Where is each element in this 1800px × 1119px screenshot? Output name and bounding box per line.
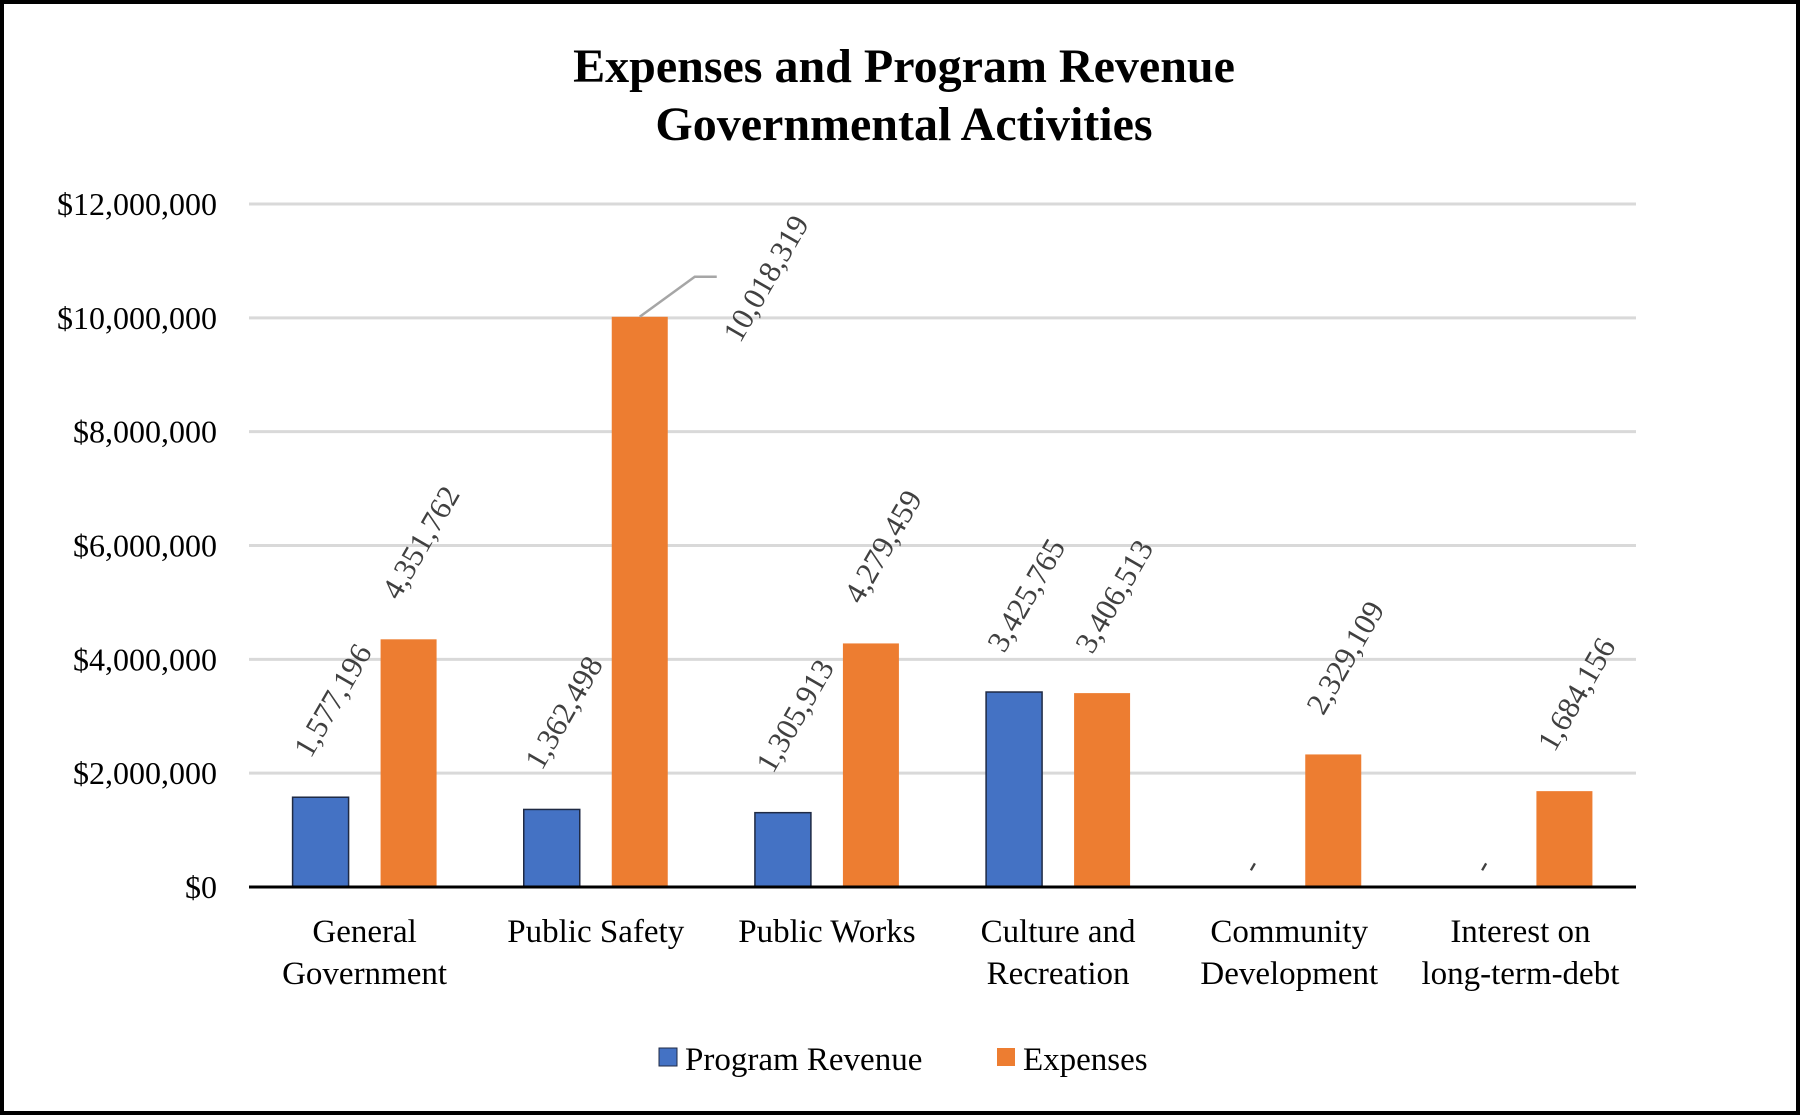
y-axis-ticks: $0 $2,000,000 $4,000,000 $6,000,000 $8,000,0… [57,186,217,905]
gridlines [249,202,1636,775]
x-category-label: Public Works [738,914,915,950]
expenses-bar [1305,754,1362,887]
program-revenue-bar [291,796,350,888]
expenses-bar [842,643,899,887]
data-labels: 1,577,196 1,362,498 1,305,913 3,425,765 - - 4,… [286,209,1622,878]
x-category-label: Culture and [981,914,1136,950]
chart-title-line-2: Governmental Activities [655,98,1152,151]
program-revenue-bar [985,691,1043,888]
expenses-legend-swatch [997,1048,1015,1066]
expenses-bar [611,316,668,888]
program-revenue-bar [523,808,581,888]
x-category-label: General [312,914,416,950]
x-category-label: Recreation [987,956,1130,992]
chart-svg: Expenses and Program RevenueGovernmental… [57,40,1636,1078]
expenses-data-label: 2,329,109 [1299,595,1391,720]
x-category-label: long-term-debt [1421,956,1619,992]
legend: Program Revenue Expenses [658,1042,1148,1078]
program-revenue-data-label: - [1232,852,1267,878]
program-revenue-bar [754,811,812,888]
program-revenue-data-label: 1,577,196 [286,638,378,763]
expenses-bar [1536,791,1593,887]
category-labels: General Government Public Safety Public Wor… [282,914,1619,992]
program-revenue-data-label: 1,362,498 [518,650,610,775]
expenses-data-label: 1,684,156 [1530,632,1622,757]
y-tick-label: $2,000,000 [73,755,217,791]
y-tick-label: $4,000,000 [73,641,217,677]
bars [291,316,1593,888]
y-tick-label: $0 [185,869,217,905]
expenses-bar [380,639,437,887]
chart-title: Expenses and Program RevenueGovernmental… [573,40,1235,151]
x-category-label: Development [1200,956,1378,992]
program-revenue-legend-label: Program Revenue [685,1042,922,1078]
y-tick-label: $10,000,000 [57,300,217,336]
expenses-bar [1074,693,1131,887]
expenses-data-label: 4,351,762 [374,480,466,605]
y-tick-label: $6,000,000 [73,528,217,564]
x-category-label: Interest on [1450,914,1590,950]
y-tick-label: $12,000,000 [57,186,217,222]
chart-title-line-1: Expenses and Program Revenue [573,40,1235,93]
x-category-label: Community [1210,914,1368,950]
expenses-data-label: 3,406,513 [1068,534,1160,659]
x-category-label: Public Safety [507,914,684,950]
expenses-legend-label: Expenses [1023,1042,1148,1078]
program-revenue-data-label: - [1464,852,1499,878]
leader-line [639,275,717,318]
expenses-data-label: 10,018,319 [716,209,816,347]
program-revenue-legend-swatch [658,1047,678,1067]
program-revenue-data-label: 1,305,913 [749,653,841,778]
y-tick-label: $8,000,000 [73,414,217,450]
program-revenue-data-label: 3,425,765 [980,533,1072,658]
x-category-label: Government [282,956,447,992]
